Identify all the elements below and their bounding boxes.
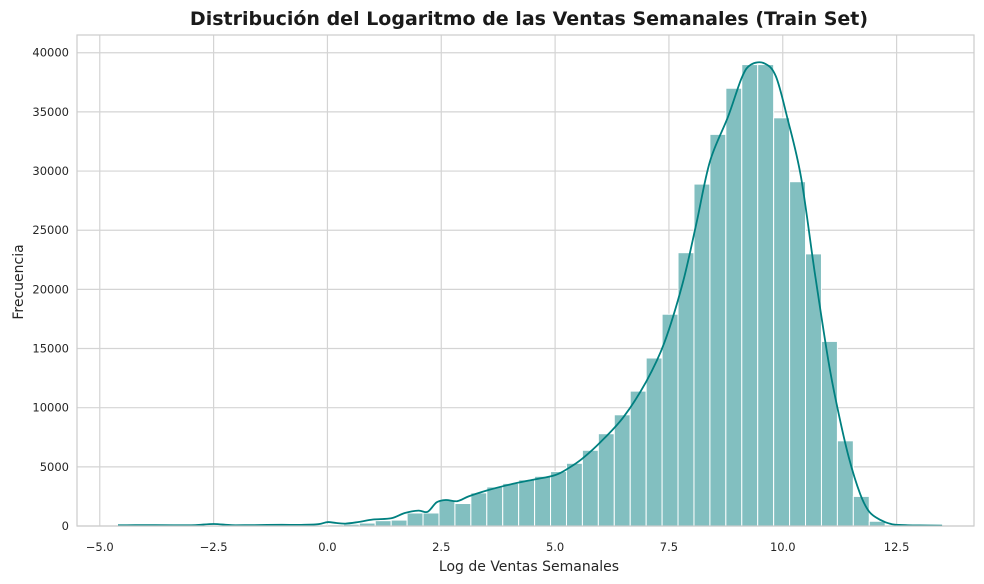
histogram-bars <box>117 64 886 527</box>
histogram-bar <box>805 253 822 527</box>
histogram-bar <box>709 133 727 527</box>
histogram-bar <box>486 486 504 527</box>
histogram-bar <box>725 87 743 527</box>
x-tick-label: 10.0 <box>770 540 796 554</box>
histogram-bar <box>741 64 759 527</box>
histogram-bar <box>661 313 679 527</box>
x-tick-label: 7.5 <box>660 540 678 554</box>
histogram-bar <box>597 433 615 527</box>
y-tick-label: 35000 <box>32 105 69 119</box>
y-tick-label: 0 <box>62 519 69 533</box>
histogram-bar <box>693 183 711 527</box>
histogram-bar <box>550 471 567 527</box>
x-tick-label: −5.0 <box>86 540 114 554</box>
y-tick-label: 25000 <box>32 223 69 237</box>
x-tick-label: 12.5 <box>884 540 910 554</box>
y-tick-label: 20000 <box>32 282 69 296</box>
histogram-bar <box>645 357 663 527</box>
y-axis-label: Frecuencia <box>11 244 27 319</box>
y-tick-label: 15000 <box>32 342 69 356</box>
x-tick-labels: −5.0 −2.5 0.0 2.5 5.0 7.5 10.0 12.5 <box>86 540 910 554</box>
histogram-bar <box>374 520 392 527</box>
histogram-bar <box>422 512 440 527</box>
x-tick-label: 0.0 <box>318 540 336 554</box>
histogram-bar <box>438 499 456 527</box>
y-tick-label: 5000 <box>40 460 69 474</box>
histogram-bar <box>852 495 870 527</box>
y-tick-labels: 0 5000 10000 15000 20000 25000 30000 35000 40000 <box>32 46 69 533</box>
x-tick-label: −2.5 <box>200 540 228 554</box>
histogram-bar <box>581 449 599 527</box>
y-tick-label: 40000 <box>32 46 69 60</box>
histogram-bar <box>534 475 552 527</box>
histogram-bar <box>454 503 472 527</box>
histogram-bar <box>613 414 631 527</box>
x-axis-label: Log de Ventas Semanales <box>439 559 619 575</box>
kde-curve <box>117 61 943 527</box>
chart-title: Distribución del Logaritmo de las Ventas… <box>190 8 868 30</box>
histogram-bar <box>836 440 854 527</box>
histogram-bar <box>518 479 536 527</box>
x-tick-label: 2.5 <box>432 540 450 554</box>
histogram-bar <box>773 117 791 527</box>
histogram-bar <box>406 512 424 527</box>
histogram-bar <box>757 64 775 527</box>
y-tick-label: 10000 <box>32 401 69 415</box>
histogram-bar <box>789 181 807 527</box>
y-tick-label: 30000 <box>32 164 69 178</box>
x-tick-label: 5.0 <box>546 540 564 554</box>
plot-frame <box>76 34 975 527</box>
histogram-bar <box>502 482 520 527</box>
histogram-bar <box>470 492 488 527</box>
histogram-bar <box>565 462 583 527</box>
histogram-bar <box>390 519 408 527</box>
histogram-bar <box>629 390 647 527</box>
